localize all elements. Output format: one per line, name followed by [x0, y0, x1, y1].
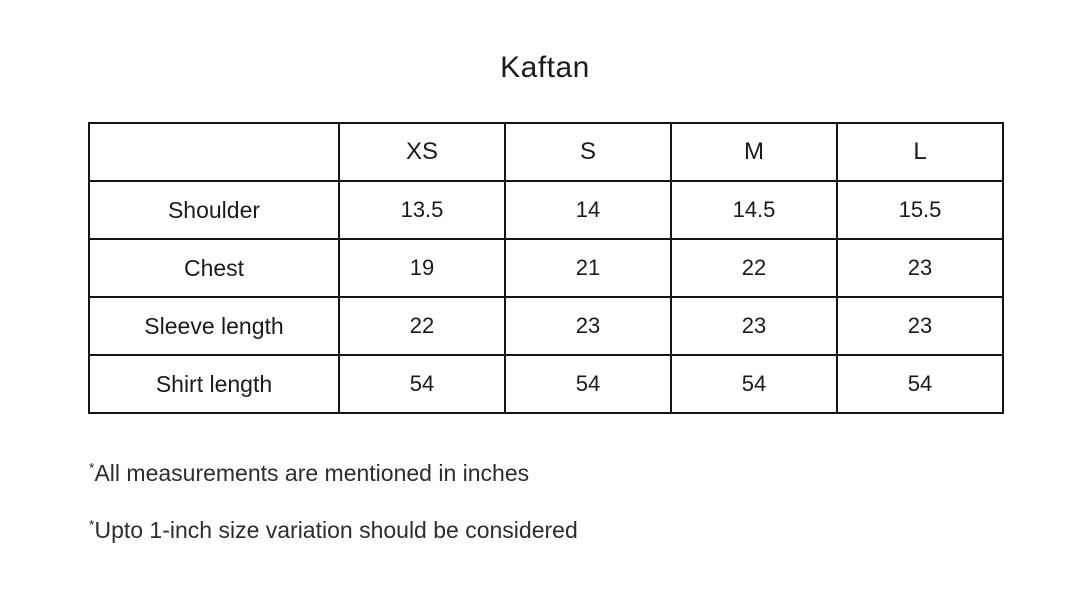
corner-cell — [88, 122, 340, 182]
size-chart-table: XS S M L Shoulder 13.5 14 14.5 15.5 Chest 19 21 22 2… — [88, 122, 1004, 414]
measurement-value: 15.5 — [836, 180, 1004, 240]
size-chart-header: XS S M L — [88, 122, 1004, 182]
measurement-value: 22 — [670, 238, 838, 298]
measurement-value: 54 — [670, 354, 838, 414]
footnote-asterisk: * — [89, 459, 95, 476]
size-header-cell: L — [836, 122, 1004, 182]
footnote: *All measurements are mentioned in inche… — [89, 459, 530, 486]
footnote-asterisk: * — [89, 516, 95, 533]
size-header-cell: XS — [338, 122, 506, 182]
size-chart-body: Shoulder 13.5 14 14.5 15.5 Chest 19 21 22 23 Sleev… — [88, 180, 1004, 414]
footnotes: *All measurements are mentioned in inche… — [89, 459, 989, 573]
measurement-value: 23 — [504, 296, 672, 356]
header-row: XS S M L — [88, 122, 1004, 182]
measurement-value: 54 — [504, 354, 672, 414]
size-header-cell: S — [504, 122, 672, 182]
measurement-label: Chest — [88, 238, 340, 298]
measurement-value: 54 — [338, 354, 506, 414]
table-row: Shirt length 54 54 54 54 — [88, 354, 1004, 414]
measurement-label: Shoulder — [88, 180, 340, 240]
measurement-value: 14.5 — [670, 180, 838, 240]
measurement-value: 22 — [338, 296, 506, 356]
measurement-value: 21 — [504, 238, 672, 298]
measurement-value: 54 — [836, 354, 1004, 414]
measurement-value: 23 — [836, 238, 1004, 298]
measurement-value: 14 — [504, 180, 672, 240]
measurement-value: 19 — [338, 238, 506, 298]
measurement-value: 13.5 — [338, 180, 506, 240]
table-row: Sleeve length 22 23 23 23 — [88, 296, 1004, 356]
page-title: Kaftan — [500, 51, 590, 84]
measurement-value: 23 — [670, 296, 838, 356]
size-header-cell: M — [670, 122, 838, 182]
measurement-label: Shirt length — [88, 354, 340, 414]
measurement-value: 23 — [836, 296, 1004, 356]
table-row: Chest 19 21 22 23 — [88, 238, 1004, 298]
measurement-label: Sleeve length — [88, 296, 340, 356]
table-row: Shoulder 13.5 14 14.5 15.5 — [88, 180, 1004, 240]
footnote: *Upto 1-inch size variation should be co… — [89, 516, 578, 543]
